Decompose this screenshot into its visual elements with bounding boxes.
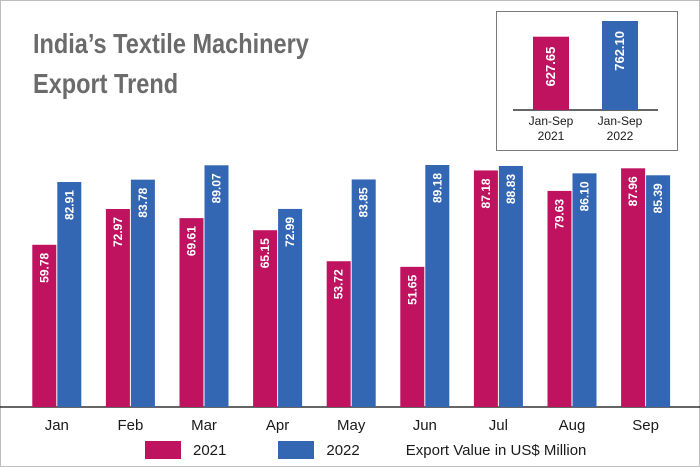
legend-swatch-2021 <box>145 441 181 459</box>
data-label-jun-2022: 89.18 <box>430 173 444 203</box>
bar-aug-2021 <box>547 190 572 407</box>
bar-jul-2022 <box>498 165 523 407</box>
inset-x-tick-2-line-2: 2022 <box>607 129 634 143</box>
x-tick-jul: Jul <box>489 417 508 434</box>
data-label-aug-2021: 79.63 <box>553 199 567 229</box>
x-tick-may: May <box>337 417 366 434</box>
bar-apr-2021 <box>253 230 278 407</box>
data-label-jul-2021: 87.18 <box>479 178 493 208</box>
bar-jun-2021 <box>400 266 425 407</box>
chart-title-line-1: India’s Textile Machinery <box>33 28 309 59</box>
inset-x-tick-1-line-1: Jan-Sep <box>529 114 574 128</box>
bar-jun-2022 <box>425 165 450 407</box>
bar-sep-2021 <box>621 168 646 407</box>
inset-x-tick-2-line-1: Jan-Sep <box>598 114 643 128</box>
data-label-sep-2022: 85.39 <box>651 183 665 213</box>
data-label-sep-2021: 87.96 <box>626 176 640 206</box>
data-label-jul-2022: 88.83 <box>504 174 518 204</box>
legend-unit-note: Export Value in US$ Million <box>405 441 587 459</box>
data-label-jun-2021: 51.65 <box>405 275 419 305</box>
legend: 2021 2022 Export Value in US$ Million <box>145 440 586 460</box>
chart-title: India’s Textile Machinery Export Trend <box>33 24 309 104</box>
inset-data-label-2: 762.10 <box>612 31 627 71</box>
bar-jan-2022 <box>57 182 82 407</box>
x-tick-aug: Aug <box>559 417 586 434</box>
x-tick-jun: Jun <box>413 417 437 434</box>
legend-label-2021: 2021 <box>193 441 227 459</box>
inset-chart-box <box>496 11 678 151</box>
bar-sep-2022 <box>646 175 671 407</box>
data-label-jan-2022: 82.91 <box>62 190 76 220</box>
x-tick-apr: Apr <box>266 417 289 434</box>
bar-jan-2021 <box>32 244 57 407</box>
data-label-may-2021: 53.72 <box>332 269 346 299</box>
data-label-apr-2021: 65.15 <box>258 238 272 268</box>
inset-x-tick-1-line-2: 2021 <box>538 129 565 143</box>
x-tick-sep: Sep <box>632 417 659 434</box>
data-label-may-2022: 83.85 <box>357 187 371 217</box>
bar-apr-2022 <box>278 208 303 407</box>
x-tick-feb: Feb <box>117 417 143 434</box>
data-label-apr-2022: 72.99 <box>283 217 297 247</box>
legend-swatch-2022 <box>278 441 315 459</box>
data-label-mar-2021: 69.61 <box>185 226 199 256</box>
data-label-feb-2022: 83.78 <box>136 187 150 217</box>
data-label-aug-2022: 86.10 <box>578 181 592 211</box>
inset-bar-2 <box>602 21 638 110</box>
bar-feb-2022 <box>130 179 155 407</box>
bar-jul-2021 <box>473 170 498 407</box>
data-label-mar-2022: 89.07 <box>210 173 224 203</box>
x-tick-mar: Mar <box>191 417 217 434</box>
bar-mar-2021 <box>179 218 204 407</box>
inset-bar-1 <box>533 36 569 110</box>
chart-title-line-2: Export Trend <box>33 68 179 99</box>
data-label-jan-2021: 59.78 <box>37 252 51 282</box>
legend-label-2022: 2022 <box>326 441 360 459</box>
bar-may-2022 <box>351 179 376 407</box>
bar-aug-2022 <box>572 173 597 407</box>
bar-mar-2022 <box>204 165 229 407</box>
inset-data-label-1: 627.65 <box>543 47 558 87</box>
bar-feb-2021 <box>105 208 130 407</box>
data-label-feb-2021: 72.97 <box>111 217 125 247</box>
x-tick-jan: Jan <box>45 417 69 434</box>
bar-may-2021 <box>326 261 351 407</box>
